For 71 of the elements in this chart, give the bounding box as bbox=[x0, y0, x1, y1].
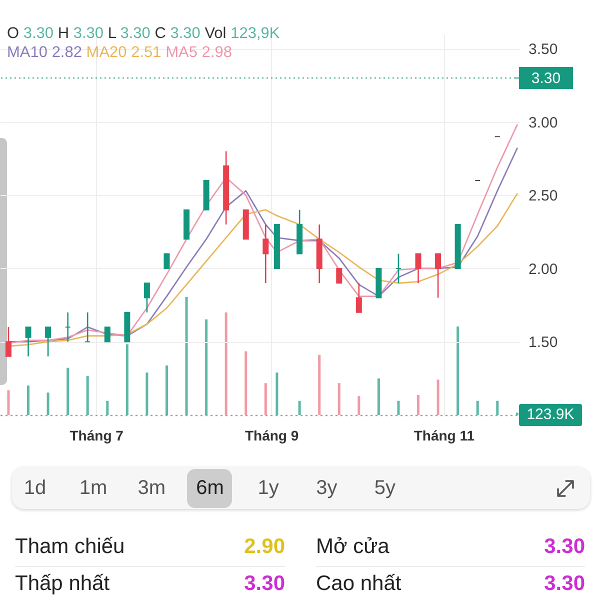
text: 3y bbox=[315, 476, 338, 501]
candlestick bbox=[356, 282, 362, 314]
text: Mở cửa bbox=[316, 535, 390, 559]
bar bbox=[318, 354, 321, 415]
bar bbox=[264, 383, 267, 415]
text: MA20 bbox=[86, 44, 127, 61]
candlestick bbox=[395, 253, 402, 284]
y-tick-label: 1.50 bbox=[528, 334, 558, 352]
candlestick bbox=[5, 326, 12, 358]
text: Tham chiếu bbox=[15, 535, 125, 559]
text: 1m bbox=[78, 476, 108, 501]
bar bbox=[338, 383, 340, 415]
x-tick-label: Tháng 7 bbox=[70, 428, 124, 444]
y-tick-label: 2.00 bbox=[528, 260, 558, 278]
text: 5y bbox=[373, 476, 397, 501]
bar bbox=[46, 392, 50, 415]
bar bbox=[476, 400, 479, 415]
candlestick bbox=[104, 326, 110, 342]
text: 3m bbox=[136, 476, 167, 501]
annotation: 2.82 bbox=[52, 44, 82, 61]
bar bbox=[126, 344, 128, 415]
bar bbox=[244, 351, 248, 415]
bar bbox=[358, 396, 360, 415]
ref-line-label: 3.30 bbox=[531, 70, 561, 87]
bar bbox=[397, 400, 400, 415]
candlestick bbox=[45, 326, 52, 358]
bar bbox=[205, 319, 208, 415]
text: 2.90 bbox=[244, 535, 285, 559]
bar bbox=[224, 312, 228, 415]
bar bbox=[276, 372, 278, 415]
bar bbox=[86, 376, 89, 415]
candlestick bbox=[262, 224, 269, 284]
text: MA10 bbox=[7, 44, 48, 61]
candlestick bbox=[64, 312, 71, 342]
text: Cao nhất bbox=[316, 572, 402, 596]
y-tick-label: 3.50 bbox=[528, 41, 558, 58]
x-tick-label: Tháng 11 bbox=[414, 428, 475, 444]
bar bbox=[66, 368, 70, 415]
bar bbox=[496, 400, 499, 415]
bar bbox=[146, 372, 148, 415]
y-tick-label: 2.50 bbox=[528, 188, 558, 205]
text: MA5 bbox=[166, 44, 198, 61]
bar bbox=[27, 386, 30, 415]
text: 3.30 bbox=[544, 572, 585, 596]
text: Thấp nhất bbox=[15, 572, 110, 596]
candlestick bbox=[435, 253, 442, 298]
bar bbox=[417, 394, 420, 415]
candlestick bbox=[25, 326, 32, 358]
bar bbox=[298, 400, 301, 415]
candlestick bbox=[164, 253, 170, 269]
candlestick bbox=[336, 268, 342, 284]
text: 123.9K bbox=[519, 404, 582, 426]
text: 1y bbox=[256, 476, 280, 501]
text: 3.30 bbox=[244, 572, 285, 596]
bar bbox=[456, 326, 460, 415]
candlestick bbox=[144, 282, 150, 314]
bar bbox=[185, 297, 188, 415]
bar bbox=[106, 400, 109, 415]
text: 1d bbox=[22, 476, 48, 501]
text: 3.30 bbox=[544, 535, 585, 559]
candlestick bbox=[84, 312, 91, 342]
bar bbox=[7, 390, 10, 415]
annotation: 2.51 bbox=[131, 44, 162, 61]
annotation: 2.98 bbox=[202, 44, 232, 61]
text: O 3.30 H 3.30 L 3.30 C 3.30 Vol 123,9K bbox=[7, 25, 280, 42]
bar bbox=[436, 380, 440, 415]
x-tick-label: Tháng 9 bbox=[244, 428, 299, 444]
y-tick-label: 3.00 bbox=[528, 114, 558, 132]
bar bbox=[377, 378, 380, 415]
bar bbox=[165, 365, 168, 415]
candlestick bbox=[415, 253, 422, 284]
